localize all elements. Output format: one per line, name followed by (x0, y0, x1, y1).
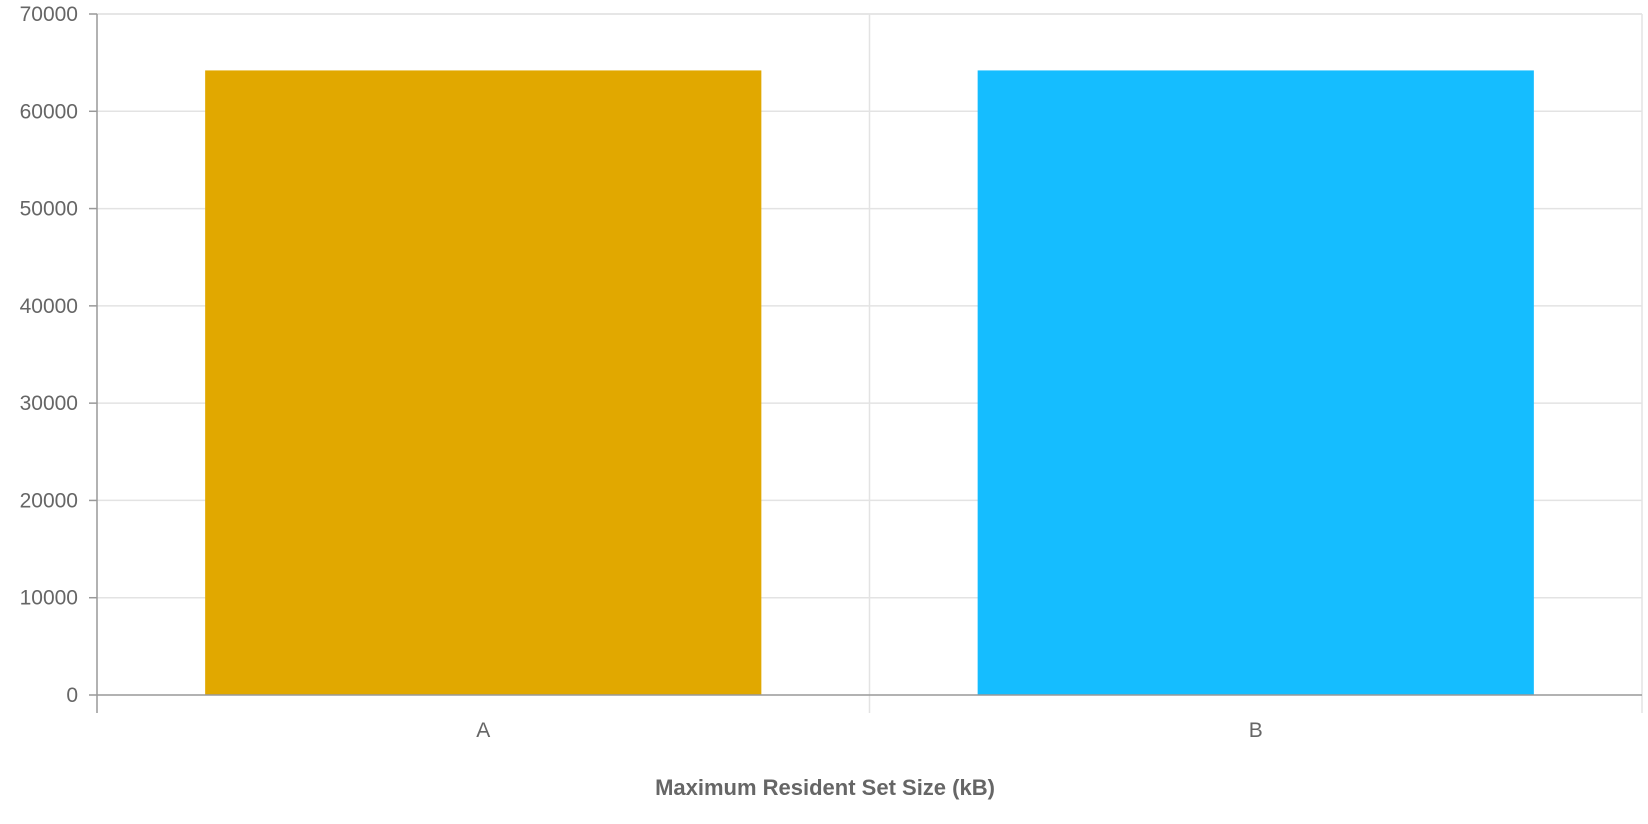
bar-a (205, 70, 762, 695)
y-tick-label: 40000 (20, 295, 78, 318)
x-tick-label: A (476, 719, 490, 742)
y-tick-label: 70000 (20, 3, 78, 26)
y-tick-label: 10000 (20, 587, 78, 610)
bar-b (977, 70, 1534, 695)
x-axis-title: Maximum Resident Set Size (kB) (655, 775, 995, 800)
bars (205, 70, 1534, 695)
y-tick-label: 0 (66, 684, 78, 707)
y-tick-label: 30000 (20, 392, 78, 415)
axes (89, 13, 1643, 713)
y-tick-label: 50000 (20, 198, 78, 221)
x-tick-label: B (1249, 719, 1263, 742)
y-tick-label: 60000 (20, 100, 78, 123)
tick-labels: 0 10000 20000 30000 40000 50000 60000 70000 A B (20, 3, 1263, 742)
y-tick-label: 20000 (20, 489, 78, 512)
